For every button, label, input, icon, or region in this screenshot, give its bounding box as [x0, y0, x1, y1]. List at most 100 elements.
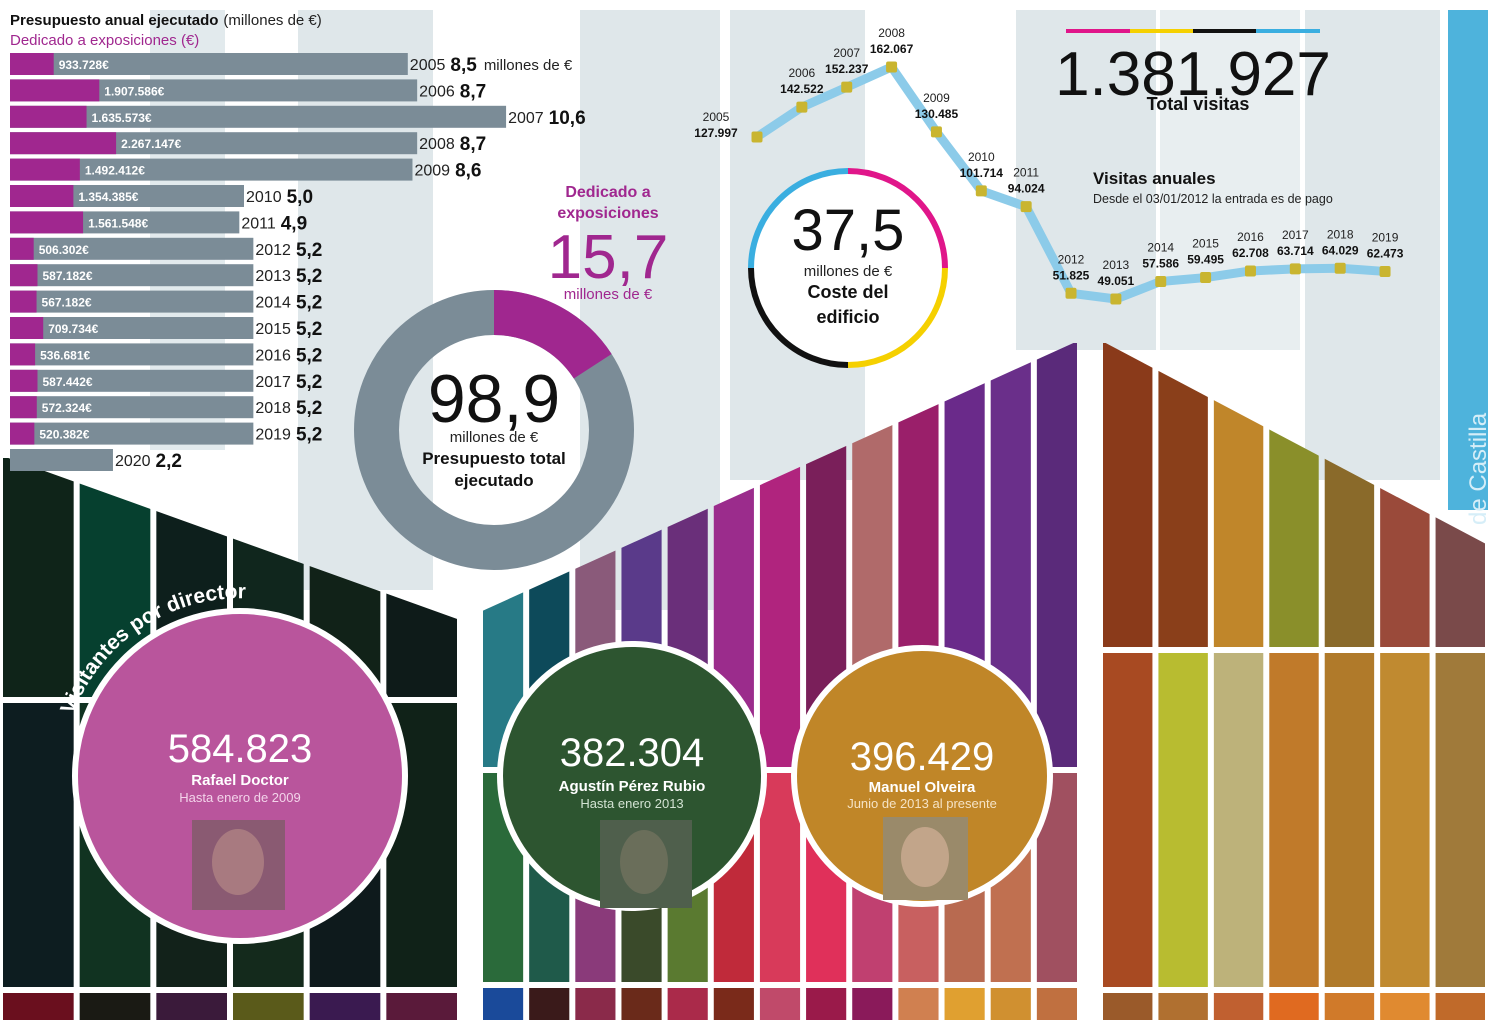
exhibit-label: 567.182€: [42, 296, 92, 310]
year-label: 2010: [968, 150, 995, 164]
year-label: 2006: [789, 66, 816, 80]
budget-label: 5,2: [296, 425, 322, 446]
budget-label: 5,0: [287, 187, 313, 208]
exhibit-bar: [10, 396, 37, 418]
director-period: Hasta enero 2013: [580, 796, 683, 811]
exhibit-label: 1.635.573€: [92, 111, 152, 125]
line-subtitle: Desde el 03/01/2012 la entrada es de pag…: [1093, 192, 1333, 206]
visits-marker: [796, 102, 807, 113]
facade-tile: [575, 988, 615, 1020]
visits-marker: [841, 82, 852, 93]
exhibit-label: 520.382€: [39, 428, 89, 442]
exhibit-label: 1.492.412€: [85, 164, 145, 178]
director-name: Manuel Olveira: [869, 779, 976, 796]
facade-tile: [529, 988, 569, 1020]
photo-face: [212, 829, 264, 895]
exhibit-label: 933.728€: [59, 58, 109, 72]
director-name: Rafael Doctor: [191, 772, 289, 789]
exhibit-bar: [10, 132, 116, 154]
exhibit-bar: [10, 211, 83, 233]
exhibit-bar: [10, 238, 34, 260]
facade-tile: [1103, 653, 1152, 987]
visits-marker: [931, 126, 942, 137]
year-label: 2009: [923, 91, 950, 105]
cost-label: Coste del edificio: [778, 280, 918, 330]
year-label: 2015: [255, 321, 291, 338]
director-visitors: 584.823: [168, 727, 313, 771]
chart-title: Presupuesto anual ejecutado: [10, 12, 218, 29]
visits-label: 127.997: [694, 126, 738, 140]
year-label: 2017: [1282, 228, 1309, 242]
exhibit-bar: [10, 317, 43, 339]
visits-label: 94.024: [1008, 182, 1045, 196]
facade-tile: [1158, 993, 1207, 1020]
facade-tile: [1269, 993, 1318, 1020]
visits-marker: [752, 131, 763, 142]
cost-unit: millones de €: [804, 263, 893, 280]
color-bar: [1130, 29, 1193, 33]
facade-tile: [483, 988, 523, 1020]
exhibit-bar: [10, 106, 87, 128]
year-label: 2007: [833, 46, 860, 60]
director-visitors: 396.429: [850, 735, 995, 779]
facade-tile: [991, 988, 1031, 1020]
photo-face: [901, 827, 949, 887]
exhibit-bar: [10, 423, 34, 445]
exhibit-label: 587.442€: [42, 375, 92, 389]
year-label: 2013: [255, 268, 291, 285]
exhibit-bar: [10, 79, 99, 101]
segment-name: Dedicado a exposiciones: [548, 182, 668, 224]
facade-tile: [1325, 653, 1374, 987]
facade-tile: [1325, 993, 1374, 1020]
year-label: 2016: [255, 347, 291, 364]
budget-label: 10,6: [549, 108, 586, 129]
donut-value: 98,9: [428, 361, 560, 437]
visits-label: 59.495: [1187, 253, 1224, 267]
facade-tile: [1037, 988, 1077, 1020]
facade-tile: [1436, 993, 1485, 1020]
facade-tile: [1380, 653, 1429, 987]
facade-tile: [3, 458, 74, 697]
facade-tile: [852, 988, 892, 1020]
visits-label: 162.067: [870, 42, 914, 56]
facade-tile: [1103, 343, 1152, 647]
exhibit-label: 2.267.147€: [121, 137, 181, 151]
year-label: 2017: [255, 374, 291, 391]
facade-tile: [668, 988, 708, 1020]
donut-unit: millones de €: [450, 429, 539, 446]
facade-tile: [1214, 653, 1263, 987]
color-bar: [1256, 29, 1320, 33]
year-label: 2007: [508, 110, 544, 127]
donut-segment: [494, 313, 593, 367]
budget-label: 8,7: [460, 134, 486, 155]
facade-tile: [1158, 653, 1207, 987]
budget-bar: [10, 317, 253, 339]
budget-bar: [10, 449, 113, 471]
year-label: 2009: [414, 163, 450, 180]
director-visitors: 382.304: [560, 731, 705, 775]
facade-tile: [760, 988, 800, 1020]
exhibit-label: 709.734€: [48, 322, 98, 336]
year-label: 2011: [1013, 166, 1039, 180]
year-label: 2018: [1327, 227, 1354, 241]
cost-value: 37,5: [792, 198, 905, 263]
page: {"chart_data": [ {"type": "bar", "title"…: [0, 0, 1488, 1023]
exhibit-label: 1.907.586€: [104, 84, 164, 98]
year-label: 2008: [878, 26, 905, 40]
exhibit-bar: [10, 264, 37, 286]
exhibit-bar: [10, 185, 73, 207]
year-label: 2019: [1372, 230, 1399, 244]
visits-label: 152.237: [825, 62, 869, 76]
facade-tile: [760, 773, 800, 982]
exhibit-label: 1.354.385€: [78, 190, 138, 204]
year-label: 2012: [1058, 252, 1085, 266]
budget-label: 5,2: [296, 240, 322, 261]
visits-label: 62.708: [1232, 246, 1269, 260]
exhibit-label: 1.561.548€: [88, 216, 148, 230]
facade-tile: [1158, 343, 1207, 647]
exhibit-label: 587.182€: [42, 269, 92, 283]
facade-tile: [3, 993, 74, 1020]
facade-tile: [714, 988, 754, 1020]
exhibit-bar: [10, 291, 37, 313]
visits-label: 49.051: [1098, 274, 1135, 288]
